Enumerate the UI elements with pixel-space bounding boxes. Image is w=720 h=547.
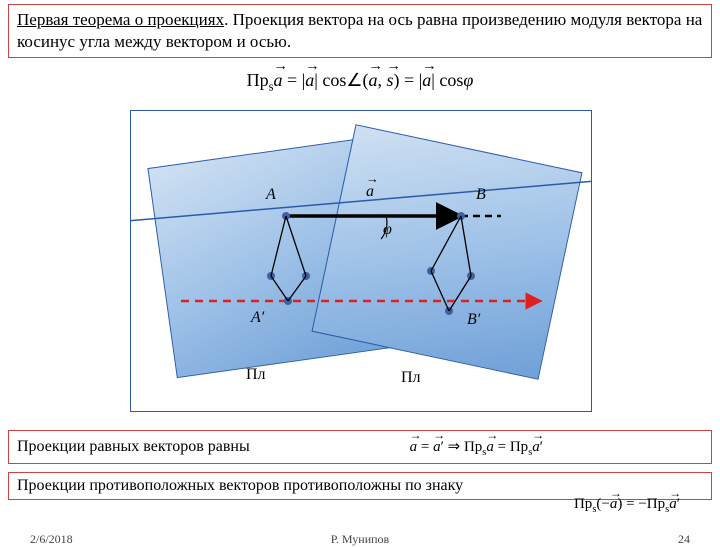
label-B: B bbox=[476, 186, 486, 204]
label-vec-a: a bbox=[366, 183, 374, 201]
equal-vectors-text: Проекции равных векторов равны bbox=[17, 438, 250, 456]
main-formula: Прsa = |a| cos∠(a, s) = |a| cosφ bbox=[0, 70, 720, 95]
label-A1: A′ bbox=[251, 309, 264, 327]
label-A: A bbox=[266, 186, 276, 204]
diagram-svg bbox=[131, 111, 591, 411]
diagram-frame: A B A′ B′ φ a Пл Пл bbox=[130, 110, 592, 412]
opposite-vectors-text: Проекции противоположных векторов против… bbox=[17, 477, 463, 494]
label-Pl1: Пл bbox=[246, 366, 266, 384]
equal-vectors-formula: a = a′ ⇒ Прsa = Прsa′ bbox=[250, 437, 703, 458]
theorem-title-underlined: Первая теорема о проекциях bbox=[17, 10, 224, 29]
label-phi: φ bbox=[383, 221, 392, 239]
label-B1: B′ bbox=[467, 311, 480, 329]
label-Pl2: Пл bbox=[401, 369, 421, 387]
equal-vectors-box: Проекции равных векторов равны a = a′ ⇒ … bbox=[8, 430, 712, 464]
theorem-box: Первая теорема о проекциях. Проекция век… bbox=[8, 4, 712, 58]
opposite-vectors-formula: Прs(−a) = −Прsa′ bbox=[574, 496, 680, 515]
